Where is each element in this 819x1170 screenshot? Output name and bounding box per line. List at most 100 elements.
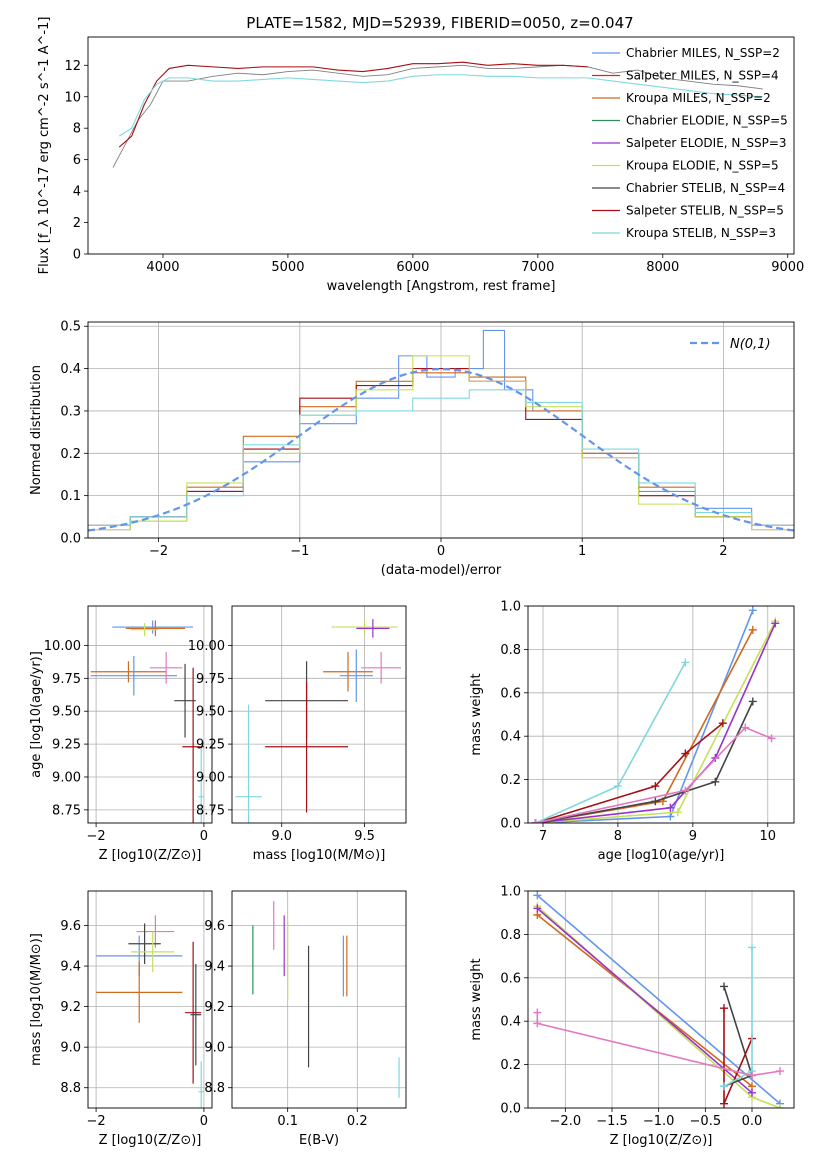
y-tick-label: 0 bbox=[73, 248, 81, 263]
weight-marker bbox=[748, 1088, 756, 1097]
weight-marker bbox=[613, 782, 622, 791]
weight-marker bbox=[681, 658, 690, 667]
plot-area bbox=[88, 329, 794, 532]
chart-massweight_vs_Z: −2.0 −1.5 −1.0 −0.5 0.0 0.0 0.2 0.4 0.6 0.8 1.0 Z [… bbox=[469, 885, 795, 1148]
legend-label: Chabrier MILES, N_SSP=2 bbox=[626, 46, 780, 60]
x-tick-label: 0.1 bbox=[277, 1114, 298, 1129]
axes-frame bbox=[527, 890, 795, 1109]
x-tick-label: 5000 bbox=[271, 260, 304, 275]
legend-label: Salpeter MILES, N_SSP=4 bbox=[626, 69, 779, 83]
weight-marker bbox=[673, 808, 682, 817]
weight-marker bbox=[720, 982, 728, 991]
weight-line bbox=[536, 1012, 781, 1077]
x-axis-label: E(B-V) bbox=[299, 1133, 339, 1148]
x-tick-label: −2 bbox=[149, 544, 168, 559]
plot-area bbox=[96, 915, 204, 1108]
y-axis-label: Normed distribution bbox=[29, 365, 44, 495]
axes-frame bbox=[87, 890, 213, 1109]
x-tick-label: 0.0 bbox=[742, 1114, 763, 1129]
y-tick-label: 8.75 bbox=[52, 803, 81, 818]
plot-area bbox=[252, 901, 400, 1098]
x-tick-label: 0.2 bbox=[347, 1114, 368, 1129]
x-tick-label: −1.5 bbox=[596, 1114, 628, 1129]
legend-label: Kroupa ELODIE, N_SSP=5 bbox=[626, 159, 779, 173]
y-tick-label: 2 bbox=[73, 216, 81, 231]
plot-area bbox=[531, 606, 780, 823]
histogram-step bbox=[88, 368, 794, 531]
y-tick-label: 10 bbox=[64, 90, 81, 105]
weight-marker bbox=[776, 1067, 784, 1076]
weight-marker bbox=[651, 782, 660, 791]
y-tick-label: 0.0 bbox=[500, 1102, 521, 1117]
weight-marker bbox=[720, 1004, 728, 1013]
y-tick-label: 0.2 bbox=[60, 447, 81, 462]
y-axis-label: age [log10(age/yr)] bbox=[29, 651, 44, 778]
legend-label: Salpeter STELIB, N_SSP=5 bbox=[626, 204, 784, 218]
weight-line bbox=[535, 629, 754, 823]
weight-marker bbox=[718, 719, 727, 728]
x-tick-label: 0 bbox=[200, 829, 208, 844]
x-tick-label: −1 bbox=[290, 544, 309, 559]
chart-massweight_vs_age: 7 8 9 10 0.0 0.2 0.4 0.6 0.8 1.0 age [log10(age/yr… bbox=[469, 600, 795, 863]
x-tick-label: 6000 bbox=[396, 260, 429, 275]
plot-area bbox=[235, 619, 402, 823]
y-tick-label: 4 bbox=[73, 185, 81, 200]
plot-area bbox=[112, 61, 763, 168]
weight-marker bbox=[748, 606, 757, 615]
axes-frame bbox=[231, 605, 407, 824]
chart-mass_vs_Z: −2 0 8.8 9.0 9.2 9.4 9.6 Z [log10(Z/Z⊙)] mass [l… bbox=[29, 890, 213, 1148]
chart-mass_vs_EBV: 0.1 0.2 8.8 9.0 9.2 9.4 9.6 E(B-V) bbox=[204, 890, 407, 1148]
weight-marker bbox=[531, 819, 540, 823]
axes-frame bbox=[231, 890, 407, 1109]
y-tick-label: 10.00 bbox=[44, 639, 81, 654]
y-tick-label: 0.8 bbox=[500, 928, 521, 943]
weight-marker bbox=[533, 904, 542, 913]
x-tick-label: 9 bbox=[689, 829, 697, 844]
y-axis-label: mass [log10(M/M⊙)] bbox=[29, 933, 44, 1066]
weight-marker bbox=[533, 1019, 542, 1028]
y-tick-label: 1.0 bbox=[500, 885, 521, 900]
plot-area bbox=[533, 891, 784, 1108]
plot-area bbox=[90, 620, 204, 823]
x-axis-label: Z [log10(Z/Z⊙)] bbox=[99, 1133, 202, 1148]
x-tick-label: 7000 bbox=[521, 260, 554, 275]
weight-marker bbox=[651, 797, 660, 806]
x-tick-label: 9.0 bbox=[271, 829, 292, 844]
y-tick-label: 8.75 bbox=[196, 803, 225, 818]
weight-marker bbox=[748, 625, 757, 634]
spectrum-data-line bbox=[112, 64, 763, 168]
y-tick-label: 9.6 bbox=[204, 919, 225, 934]
x-tick-label: −0.5 bbox=[690, 1114, 722, 1129]
weight-marker bbox=[681, 786, 690, 795]
y-tick-label: 6 bbox=[73, 153, 81, 168]
weight-marker bbox=[741, 723, 750, 732]
histogram-step bbox=[88, 355, 794, 531]
legend-label: Chabrier STELIB, N_SSP=4 bbox=[626, 181, 785, 195]
legend-label: Salpeter ELODIE, N_SSP=3 bbox=[626, 136, 787, 150]
y-tick-label: 8 bbox=[73, 122, 81, 137]
x-tick-label: −1.0 bbox=[643, 1114, 675, 1129]
axes-frame bbox=[527, 605, 795, 824]
x-tick-label: −2.0 bbox=[550, 1114, 582, 1129]
x-tick-label: 8000 bbox=[646, 260, 679, 275]
weight-marker bbox=[666, 803, 675, 812]
y-tick-label: 9.2 bbox=[60, 1000, 81, 1015]
spectrum-model-line bbox=[118, 74, 763, 137]
y-tick-label: 0.5 bbox=[60, 320, 81, 335]
x-tick-label: 4000 bbox=[146, 260, 179, 275]
x-tick-label: 2 bbox=[719, 544, 727, 559]
x-axis-label: Z [log10(Z/Z⊙)] bbox=[610, 1133, 713, 1148]
y-tick-label: 9.6 bbox=[60, 919, 81, 934]
x-tick-label: 8 bbox=[614, 829, 622, 844]
x-tick-label: 9.5 bbox=[354, 829, 375, 844]
y-tick-label: 9.2 bbox=[204, 1000, 225, 1015]
x-tick-label: 1 bbox=[578, 544, 586, 559]
y-tick-label: 0.6 bbox=[500, 686, 521, 701]
y-tick-label: 9.4 bbox=[60, 960, 81, 975]
weight-marker bbox=[748, 697, 757, 706]
axes-frame bbox=[87, 605, 213, 824]
x-axis-label: wavelength [Angstrom, rest frame] bbox=[327, 279, 556, 294]
y-tick-label: 0.4 bbox=[60, 362, 81, 377]
y-tick-label: 9.25 bbox=[52, 738, 81, 753]
y-tick-label: 9.75 bbox=[196, 672, 225, 687]
